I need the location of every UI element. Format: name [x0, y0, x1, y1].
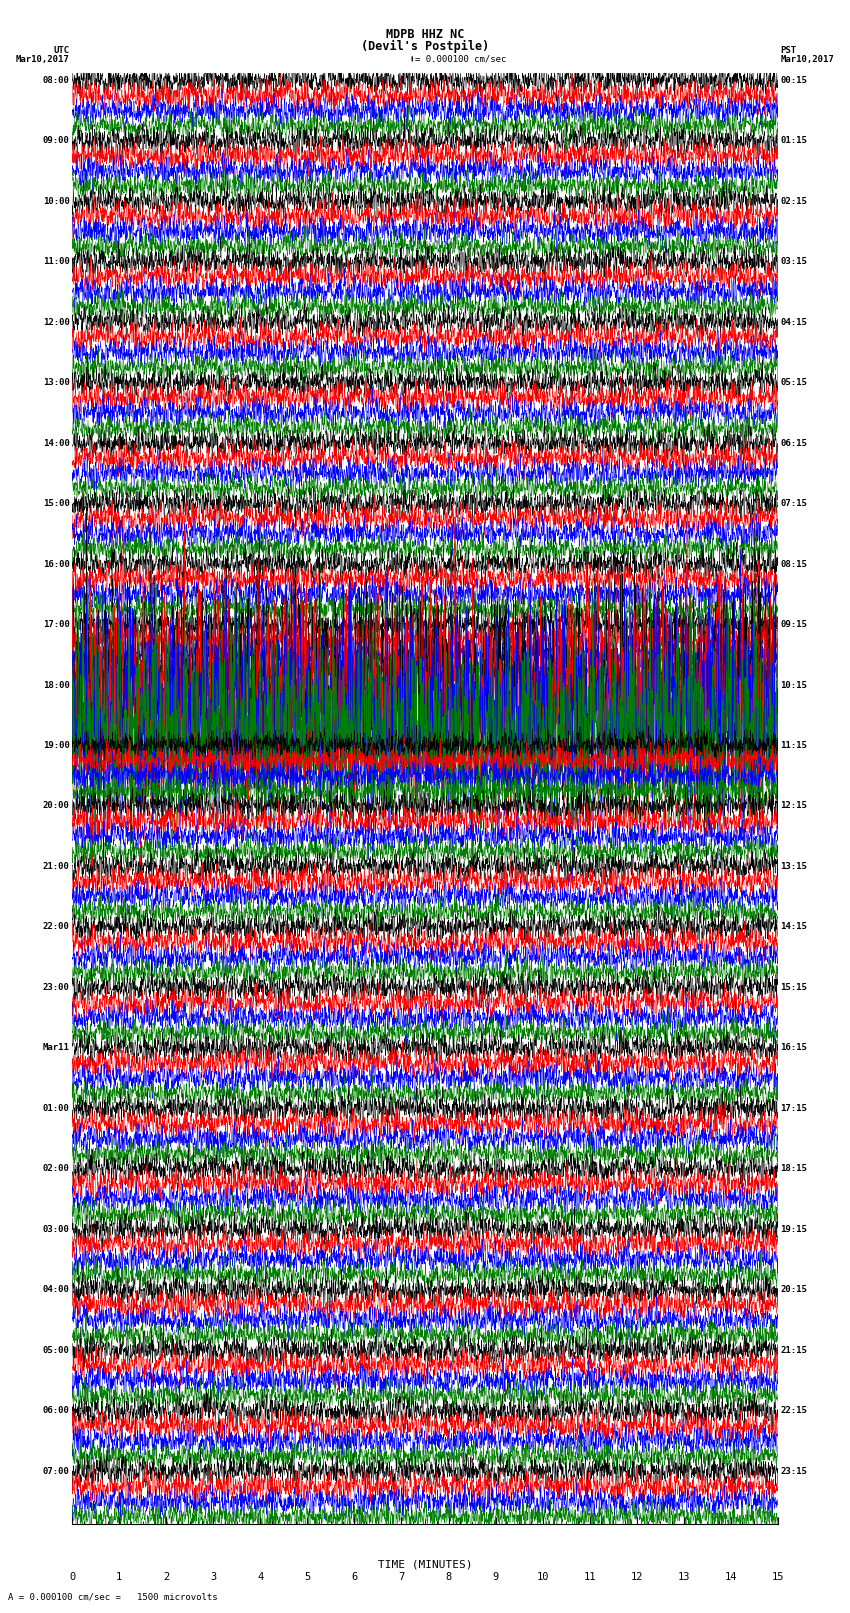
Text: 16:00: 16:00	[42, 560, 70, 568]
Text: 06:00: 06:00	[42, 1407, 70, 1415]
Text: 07:15: 07:15	[780, 498, 808, 508]
Text: 13:00: 13:00	[42, 377, 70, 387]
Text: 03:00: 03:00	[42, 1224, 70, 1234]
Text: 04:15: 04:15	[780, 318, 808, 326]
Text: 20:00: 20:00	[42, 802, 70, 810]
Text: 11:00: 11:00	[42, 256, 70, 266]
Text: 20:15: 20:15	[780, 1286, 808, 1294]
Text: 02:15: 02:15	[780, 197, 808, 205]
Text: 22:15: 22:15	[780, 1407, 808, 1415]
Text: 10:15: 10:15	[780, 681, 808, 689]
Text: 06:15: 06:15	[780, 439, 808, 447]
Text: 19:00: 19:00	[42, 740, 70, 750]
Text: 10:00: 10:00	[42, 197, 70, 205]
Text: Mar10,2017: Mar10,2017	[780, 55, 834, 65]
Text: 22:00: 22:00	[42, 923, 70, 931]
Text: MDPB HHZ NC: MDPB HHZ NC	[386, 27, 464, 42]
Text: 11:15: 11:15	[780, 740, 808, 750]
Text: 01:15: 01:15	[780, 135, 808, 145]
Text: 00:15: 00:15	[780, 76, 808, 84]
Text: 21:00: 21:00	[42, 861, 70, 871]
Text: 12:00: 12:00	[42, 318, 70, 326]
Text: 14:15: 14:15	[780, 923, 808, 931]
Text: 18:00: 18:00	[42, 681, 70, 689]
Text: 15:15: 15:15	[780, 982, 808, 992]
Text: PST: PST	[780, 45, 796, 55]
Text: 17:00: 17:00	[42, 619, 70, 629]
Text: 07:00: 07:00	[42, 1466, 70, 1476]
Text: 17:15: 17:15	[780, 1103, 808, 1113]
Text: 19:15: 19:15	[780, 1224, 808, 1234]
Text: 04:00: 04:00	[42, 1286, 70, 1294]
Text: 05:00: 05:00	[42, 1345, 70, 1355]
Text: 01:00: 01:00	[42, 1103, 70, 1113]
Text: A = 0.000100 cm/sec =   1500 microvolts: A = 0.000100 cm/sec = 1500 microvolts	[8, 1592, 218, 1602]
Text: UTC: UTC	[54, 45, 70, 55]
Text: 03:15: 03:15	[780, 256, 808, 266]
Text: 21:15: 21:15	[780, 1345, 808, 1355]
Text: 09:00: 09:00	[42, 135, 70, 145]
Text: = 0.000100 cm/sec: = 0.000100 cm/sec	[415, 55, 506, 63]
Text: (Devil's Postpile): (Devil's Postpile)	[361, 39, 489, 53]
Text: 23:15: 23:15	[780, 1466, 808, 1476]
Text: 14:00: 14:00	[42, 439, 70, 447]
Text: Mar11: Mar11	[42, 1044, 70, 1052]
Text: TIME (MINUTES): TIME (MINUTES)	[377, 1560, 473, 1569]
Text: 05:15: 05:15	[780, 377, 808, 387]
Text: 08:15: 08:15	[780, 560, 808, 568]
Text: 08:00: 08:00	[42, 76, 70, 84]
Text: 12:15: 12:15	[780, 802, 808, 810]
Text: 16:15: 16:15	[780, 1044, 808, 1052]
Text: 23:00: 23:00	[42, 982, 70, 992]
Text: 15:00: 15:00	[42, 498, 70, 508]
Text: 02:00: 02:00	[42, 1165, 70, 1173]
Text: Mar10,2017: Mar10,2017	[16, 55, 70, 65]
Text: 18:15: 18:15	[780, 1165, 808, 1173]
Text: 13:15: 13:15	[780, 861, 808, 871]
Text: 09:15: 09:15	[780, 619, 808, 629]
